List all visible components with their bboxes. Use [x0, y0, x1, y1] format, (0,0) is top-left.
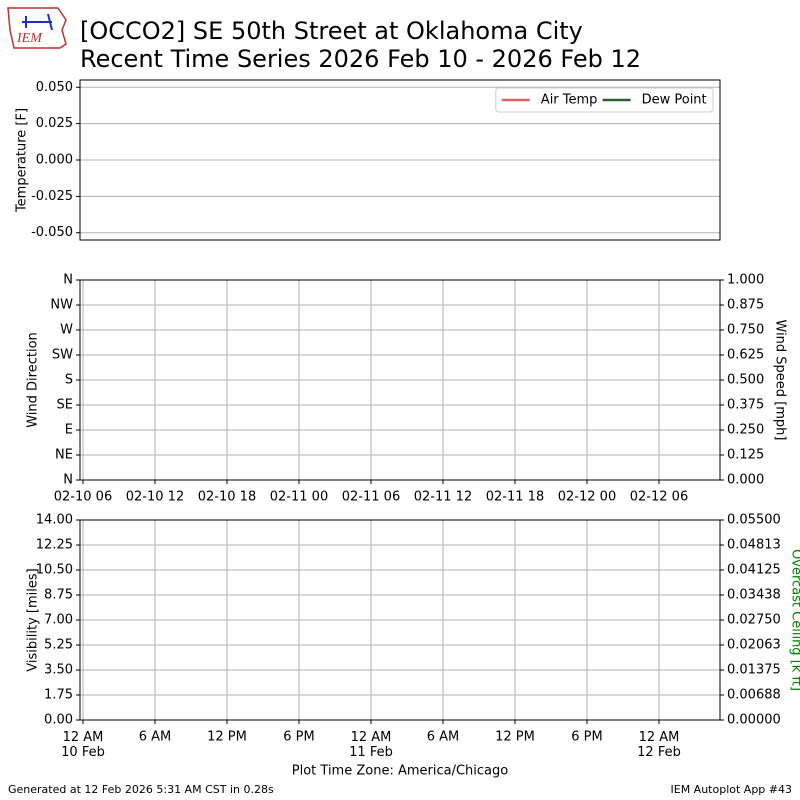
y2-axis-label: Overcast Ceiling [k ft]	[789, 549, 800, 691]
y2-tick-label: 0.02063	[727, 638, 781, 653]
x-tick-label: 02-10 18	[198, 490, 256, 505]
y2-tick-label: 0.00688	[727, 688, 781, 703]
x-tick-label: 02-10 12	[126, 490, 184, 505]
y-tick-label: 14.00	[36, 513, 73, 528]
x-tick-label: 12 AM 12 Feb	[637, 730, 681, 760]
x-tick-label: 6 PM	[283, 730, 314, 745]
y2-tick-label: 0.000	[727, 473, 764, 488]
plot-frame	[79, 79, 721, 241]
y-tick-label: 0.00	[44, 713, 73, 728]
y-tick-label: SE	[57, 398, 73, 413]
y-tick-label: 0.050	[36, 80, 73, 95]
x-tick-label: 6 PM	[571, 730, 602, 745]
y2-axis-label: Wind Speed [mph]	[773, 320, 788, 441]
legend-label: Dew Point	[642, 93, 707, 108]
legend: Air Temp Dew Point	[495, 87, 714, 113]
y-tick-label: SW	[52, 348, 73, 363]
y-tick-label: W	[60, 323, 73, 338]
y2-tick-label: 0.250	[727, 423, 764, 438]
y-tick-label: 7.00	[44, 613, 73, 628]
y-axis-label: Wind Direction	[26, 332, 41, 428]
y2-tick-label: 0.125	[727, 448, 764, 463]
y2-tick-label: 0.500	[727, 373, 764, 388]
logo-text: IEM	[16, 31, 43, 46]
y2-tick-label: 0.750	[727, 323, 764, 338]
y2-tick-label: 0.04813	[727, 538, 781, 553]
y2-tick-label: 0.05500	[727, 513, 781, 528]
y-axis-label: Visibility [miles]	[26, 568, 41, 671]
footer-left: Generated at 12 Feb 2026 5:31 AM CST in …	[8, 783, 274, 796]
x-tick-label: 02-11 06	[342, 490, 400, 505]
y2-tick-label: 0.04125	[727, 563, 781, 578]
y2-tick-label: 0.02750	[727, 613, 781, 628]
y2-tick-label: 1.000	[727, 273, 764, 288]
y-tick-label: S	[65, 373, 73, 388]
y2-tick-label: 0.03438	[727, 588, 781, 603]
y2-tick-label: 0.875	[727, 298, 764, 313]
x-tick-label: 02-12 06	[630, 490, 688, 505]
plot-frame	[79, 519, 721, 721]
y-tick-label: 3.50	[44, 663, 73, 678]
title-line: [OCCO2] SE 50th Street at Oklahoma City	[80, 17, 583, 45]
y-tick-label: N	[63, 273, 73, 288]
y2-tick-label: 0.00000	[727, 713, 781, 728]
panel: N NE E SE S SW W NW N 02-10 06 02-10 12 02-10 18 02-…	[26, 273, 788, 505]
x-axis-label: Plot Time Zone: America/Chicago	[292, 764, 508, 779]
y2-tick-label: 0.01375	[727, 663, 781, 678]
x-tick-label: 02-10 06	[54, 490, 112, 505]
x-tick-label: 6 AM	[139, 730, 172, 745]
y-tick-label: E	[65, 423, 73, 438]
y-tick-label: NW	[50, 298, 73, 313]
x-tick-label: 12 PM	[207, 730, 247, 745]
x-tick-label: 02-11 00	[270, 490, 328, 505]
y-tick-label: N	[63, 473, 73, 488]
footer-right: IEM Autoplot App #43	[671, 783, 793, 796]
y-tick-label: 0.000	[36, 153, 73, 168]
title-line: Recent Time Series 2026 Feb 10 - 2026 Fe…	[80, 45, 641, 73]
x-tick-label: 02-12 00	[558, 490, 616, 505]
x-tick-label: 12 AM 10 Feb	[61, 730, 105, 760]
x-tick-label: 12 PM	[495, 730, 535, 745]
x-tick-label: 02-11 12	[414, 490, 472, 505]
y-tick-label: 1.75	[44, 688, 73, 703]
y-tick-label: 12.25	[36, 538, 73, 553]
legend-label: Air Temp	[541, 93, 598, 108]
y-tick-label: 5.25	[44, 638, 73, 653]
y-tick-label: 10.50	[36, 563, 73, 578]
y-tick-label: 0.025	[36, 116, 73, 131]
y-tick-label: 8.75	[44, 588, 73, 603]
y2-tick-label: 0.375	[727, 398, 764, 413]
x-tick-label: 6 AM	[427, 730, 460, 745]
x-tick-label: 12 AM 11 Feb	[349, 730, 393, 760]
plot-frame	[79, 279, 721, 481]
y-axis-label: Temperature [F]	[15, 108, 30, 213]
x-tick-label: 02-11 18	[486, 490, 544, 505]
logo: IEM	[7, 7, 67, 49]
y-tick-label: -0.025	[31, 189, 73, 204]
y-tick-label: NE	[55, 448, 73, 463]
y-tick-label: -0.050	[31, 225, 73, 240]
y2-tick-label: 0.625	[727, 348, 764, 363]
panel: 0.00 1.75 3.50 5.25 7.00 8.75 10.50 12.25 14.00 1…	[26, 513, 800, 779]
